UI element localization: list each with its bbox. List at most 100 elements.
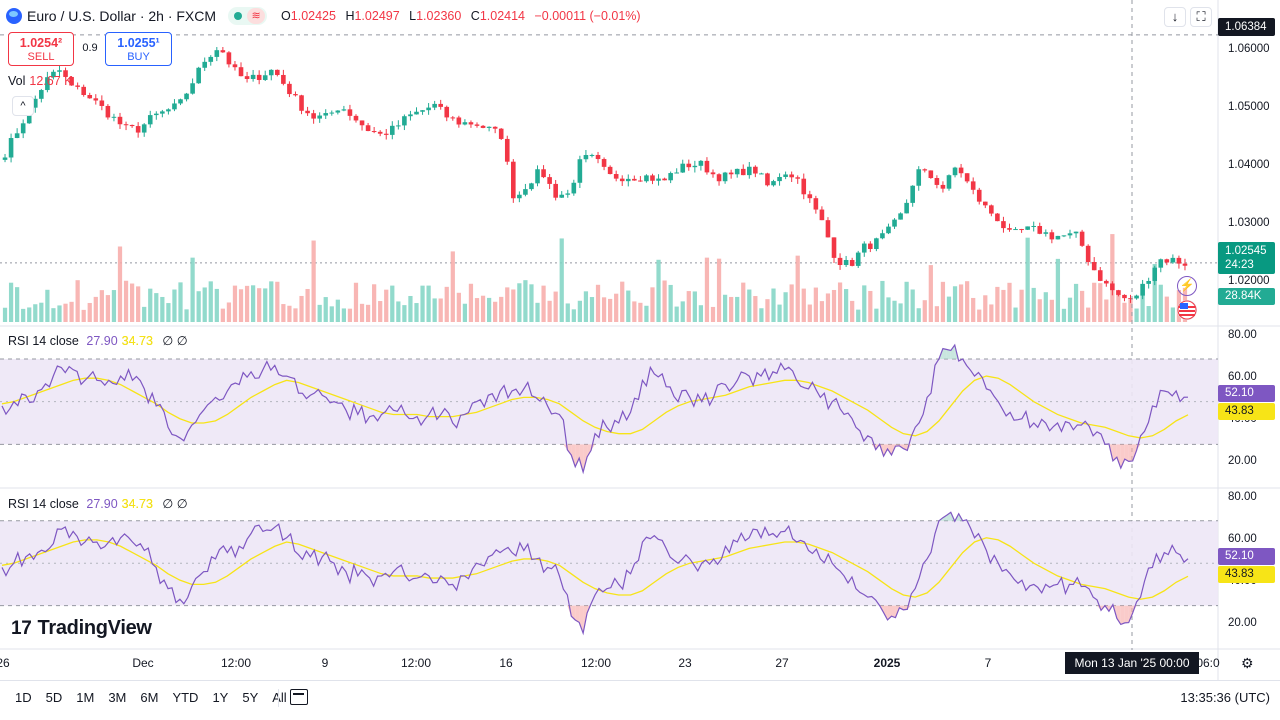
candle-body bbox=[220, 50, 226, 53]
buy-price: 1.0255¹ bbox=[117, 36, 160, 50]
volume-bar bbox=[777, 304, 782, 322]
candle-body bbox=[396, 125, 401, 127]
market-status-pill[interactable]: ≋ bbox=[228, 7, 268, 25]
candle-body bbox=[69, 76, 74, 86]
crosshair-price-tag: 1.06384 bbox=[1218, 18, 1275, 36]
candle-body bbox=[698, 160, 704, 166]
lightning-icon[interactable]: ⚡ bbox=[1177, 276, 1197, 296]
candle-body bbox=[93, 98, 99, 101]
volume-bar bbox=[650, 287, 655, 322]
candle-body bbox=[692, 165, 698, 168]
tradingview-logo[interactable]: 17 TradingView bbox=[11, 617, 152, 640]
range-1y[interactable]: 1Y bbox=[212, 690, 229, 705]
candle-body bbox=[553, 183, 558, 198]
symbol-title[interactable]: Euro / U.S. Dollar · 2h · FXCM bbox=[27, 8, 217, 24]
range-ytd[interactable]: YTD bbox=[172, 690, 199, 705]
candle-body bbox=[129, 124, 135, 127]
sell-button[interactable]: 1.0254² SELL bbox=[8, 32, 74, 66]
volume-bar bbox=[1152, 263, 1157, 322]
candle-body bbox=[529, 183, 534, 190]
rsi-oversold-fill-2 bbox=[579, 605, 584, 634]
volume-bar bbox=[946, 296, 952, 322]
candle-body bbox=[377, 131, 383, 134]
us-flag-icon[interactable] bbox=[1177, 300, 1197, 320]
candle-body bbox=[1019, 229, 1024, 231]
candle-body bbox=[468, 122, 474, 125]
volume-bar bbox=[202, 287, 207, 322]
symbol-header[interactable]: Euro / U.S. Dollar · 2h · FXCM ≋ O1.0242… bbox=[6, 5, 647, 27]
candle-body bbox=[638, 180, 643, 182]
time-axis-label: 2025 bbox=[873, 656, 901, 670]
volume-bar bbox=[432, 298, 437, 322]
volume-bar bbox=[759, 308, 764, 322]
last-price-value: 1.02545 bbox=[1225, 245, 1267, 257]
gear-icon[interactable]: ⚙ bbox=[1241, 655, 1254, 671]
range-1m[interactable]: 1M bbox=[76, 690, 95, 705]
time-axis-label: 12:00 bbox=[580, 656, 612, 670]
candle-body bbox=[420, 110, 425, 112]
candle-body bbox=[347, 109, 353, 116]
candle-body bbox=[613, 174, 619, 179]
volume-legend[interactable]: Vol 12.67 K bbox=[8, 74, 73, 88]
volume-bar bbox=[638, 302, 643, 322]
candle-body bbox=[662, 178, 667, 181]
candle-body bbox=[982, 201, 988, 206]
candle-body bbox=[432, 103, 437, 108]
candle-body bbox=[160, 111, 165, 114]
volume-bar bbox=[33, 304, 38, 322]
candle-body bbox=[843, 260, 849, 266]
volume-bar bbox=[795, 255, 800, 322]
fullscreen-icon[interactable]: ⛶ bbox=[1190, 7, 1212, 27]
range-1d[interactable]: 1D bbox=[15, 690, 32, 705]
utc-clock[interactable]: 13:35:36 (UTC) bbox=[1180, 690, 1270, 705]
volume-bar bbox=[541, 285, 546, 322]
candle-body bbox=[141, 124, 147, 133]
volume-bar bbox=[129, 283, 135, 322]
volume-bar bbox=[414, 303, 419, 322]
volume-bar bbox=[916, 308, 921, 322]
volume-bar bbox=[353, 282, 359, 322]
candle-body bbox=[39, 90, 44, 99]
rsi-legend-1[interactable]: RSI 14 close 27.90 34.73 ∅ ∅ bbox=[8, 334, 188, 348]
volume-bar bbox=[208, 281, 213, 322]
calendar-icon[interactable] bbox=[290, 689, 308, 705]
rsi-oversold-fill-2 bbox=[1128, 605, 1133, 623]
volume-bar bbox=[214, 288, 219, 322]
spread-value: 0.9 bbox=[82, 42, 98, 54]
candle-body bbox=[728, 172, 734, 175]
collapse-legend-button[interactable]: ^ bbox=[12, 96, 34, 116]
candle-body bbox=[154, 113, 159, 116]
candle-body bbox=[759, 173, 764, 175]
volume-bar bbox=[1037, 299, 1042, 322]
volume-bar bbox=[444, 286, 449, 322]
candle-body bbox=[753, 166, 758, 174]
range-5y[interactable]: 5Y bbox=[242, 690, 259, 705]
volume-bar bbox=[486, 297, 492, 322]
volume-bar bbox=[142, 306, 147, 322]
volume-bar bbox=[172, 289, 177, 322]
volume-bar bbox=[620, 281, 625, 322]
rsi-oversold-fill-1 bbox=[1120, 444, 1125, 469]
candle-body bbox=[849, 260, 855, 266]
volume-bar bbox=[232, 285, 238, 322]
volume-bar bbox=[977, 309, 982, 322]
volume-bar bbox=[190, 257, 195, 322]
range-all[interactable]: All bbox=[272, 690, 287, 705]
candle-body bbox=[795, 177, 801, 179]
rsi-legend-2[interactable]: RSI 14 close 27.90 34.73 ∅ ∅ bbox=[8, 497, 188, 511]
volume-bar bbox=[995, 286, 1000, 322]
high-value: 1.02497 bbox=[354, 9, 400, 23]
download-icon[interactable]: ↓ bbox=[1164, 7, 1186, 27]
range-5d[interactable]: 5D bbox=[45, 690, 63, 705]
volume-bar bbox=[335, 299, 340, 322]
rsi-axis-label: 20.00 bbox=[1228, 455, 1257, 467]
candle-body bbox=[547, 177, 552, 184]
candle-body bbox=[1164, 259, 1170, 263]
range-6m[interactable]: 6M bbox=[140, 690, 159, 705]
buy-button[interactable]: 1.0255¹ BUY bbox=[105, 32, 172, 66]
volume-bar bbox=[686, 291, 691, 322]
volume-value: 12.67 K bbox=[29, 74, 73, 88]
range-3m[interactable]: 3M bbox=[108, 690, 127, 705]
rsi-overbought-fill-1 bbox=[946, 349, 951, 359]
